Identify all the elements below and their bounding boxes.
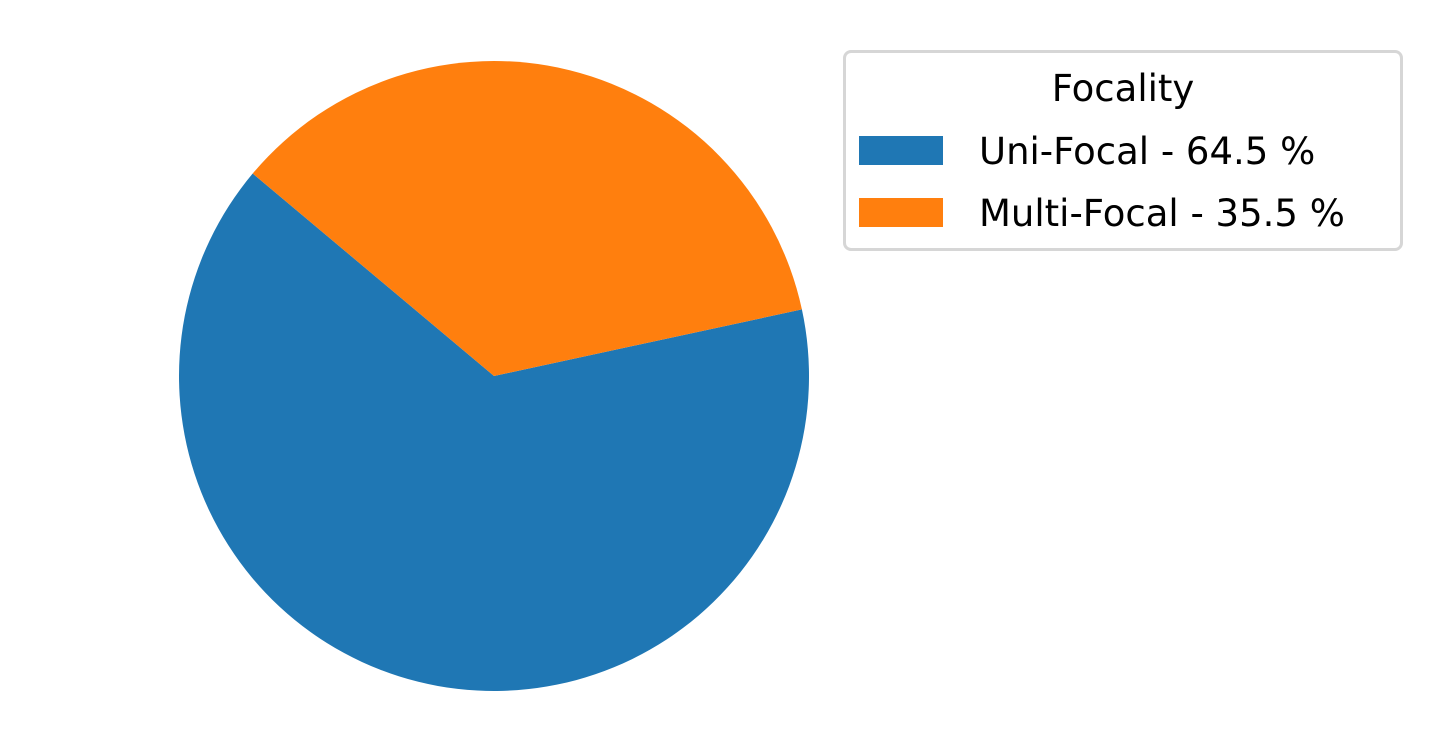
legend-swatch-multi-focal [859, 198, 943, 227]
legend-swatch-uni-focal [859, 136, 943, 165]
legend-title: Focality [1051, 67, 1195, 110]
pie-slice-uni-focal [179, 173, 810, 691]
pie-slice-multi-focal [252, 60, 802, 376]
legend-label-uni-focal: Uni-Focal - 64.5 % [979, 130, 1316, 173]
legend-label-multi-focal: Multi-Focal - 35.5 % [979, 192, 1345, 235]
pie-slices [179, 60, 810, 691]
legend: Focality Uni-Focal - 64.5 % Multi-Focal … [843, 50, 1403, 251]
